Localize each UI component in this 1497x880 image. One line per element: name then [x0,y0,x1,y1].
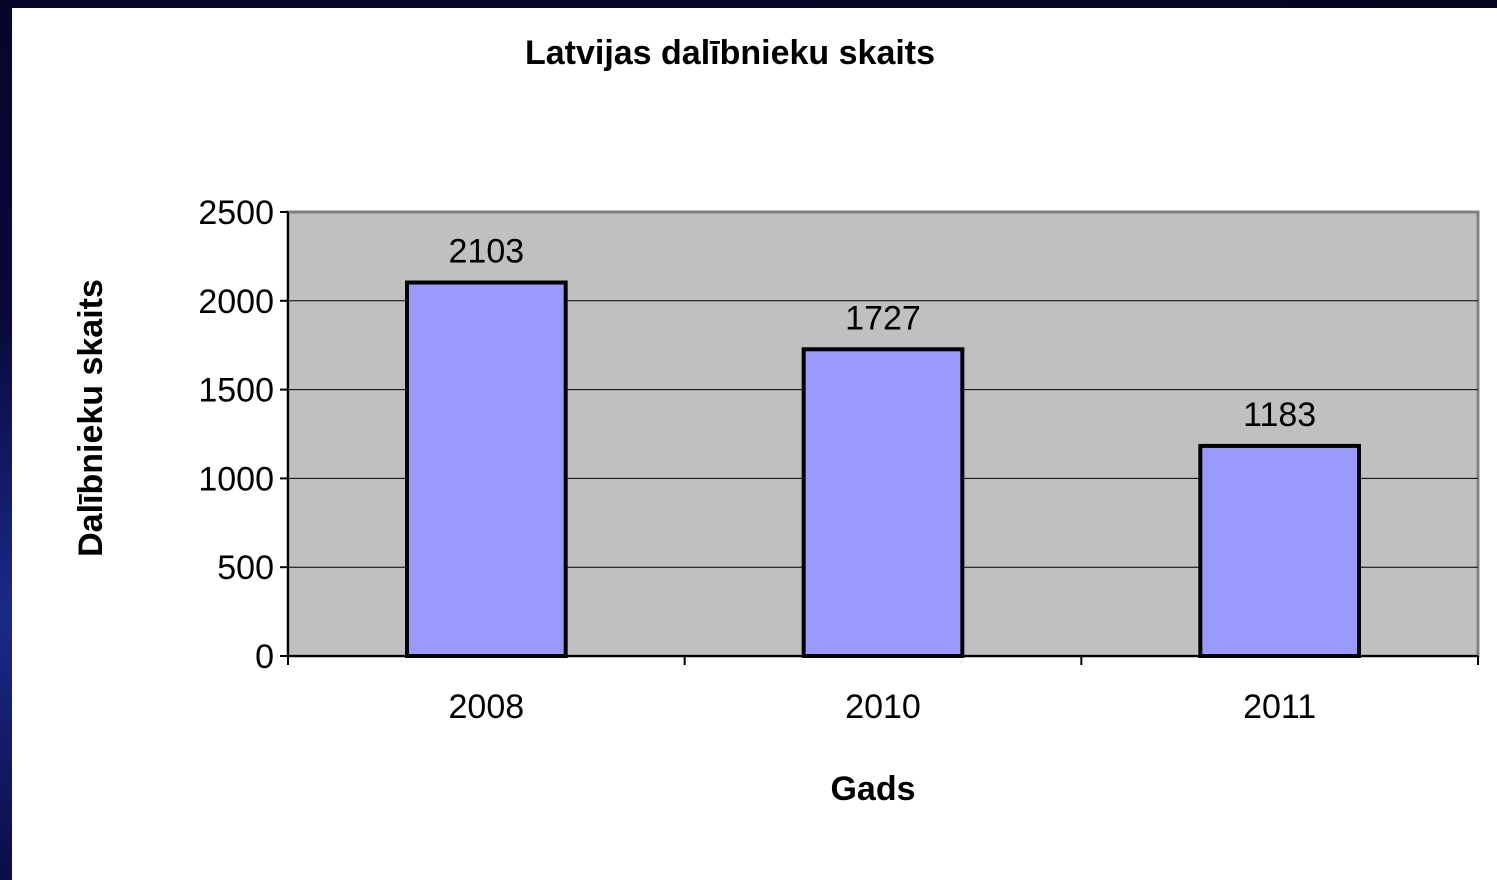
y-tick-label: 1500 [198,372,274,410]
bar-2011 [1198,443,1362,658]
bar-2008 [405,280,568,658]
data-label-2011: 1183 [1243,396,1316,434]
bar-2010 [801,347,965,658]
y-tick-label: 500 [217,549,274,587]
x-tick-label: 2010 [845,688,921,726]
axes [280,211,1479,665]
y-tick-label: 0 [255,638,274,676]
x-tick-label: 2011 [1243,688,1316,726]
y-tick-label: 2000 [198,283,274,321]
data-label-2010: 1727 [845,299,921,337]
data-label-2008: 2103 [449,233,525,271]
y-axis-title: Dalībnieku skaits [72,279,110,557]
y-tick-label: 2500 [198,194,274,232]
y-tick-label: 1000 [198,460,274,498]
chart-panel: Latvijas dalībnieku skaits Dalībnieku sk… [12,8,1497,880]
bars [405,280,1362,658]
bar-chart: Latvijas dalībnieku skaits Dalībnieku sk… [72,34,1480,808]
x-axis-title: Gads [830,770,915,808]
chart-title: Latvijas dalībnieku skaits [525,34,935,72]
x-tick-label: 2008 [449,688,525,726]
tick-labels: 0 500 1000 1500 2000 2500 2008 2010 2011 [198,194,1316,726]
data-labels: 2103 1727 1183 [449,233,1317,434]
